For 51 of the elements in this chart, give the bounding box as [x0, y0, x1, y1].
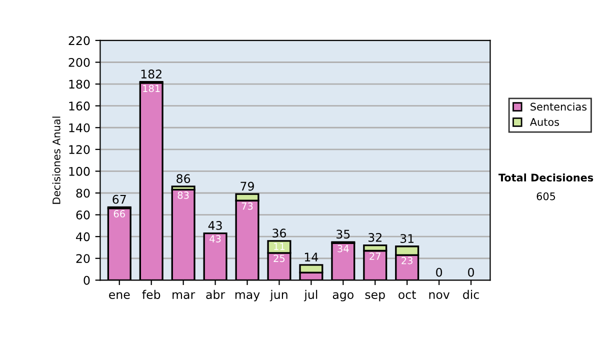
data-label: 34	[338, 244, 349, 252]
data-label: 25	[274, 254, 285, 262]
y-tick-label: 80	[76, 188, 90, 198]
total-label: 36	[272, 228, 286, 238]
y-tick-label: 160	[69, 102, 90, 110]
data-label: 181	[143, 84, 160, 92]
data-label: 43	[210, 235, 221, 242]
x-tick-label: may	[235, 292, 260, 302]
text: 605	[536, 192, 556, 200]
total-label: 182	[141, 70, 162, 78]
x-tick-label: sep	[365, 292, 385, 302]
total-label: 35	[336, 230, 350, 239]
x-tick-label: jun	[270, 290, 288, 302]
x-tick-label: jul	[304, 290, 318, 302]
x-tick-label: abr	[206, 290, 226, 300]
x-tick-label: ago	[332, 292, 354, 302]
x-tick-label: ene	[109, 292, 130, 300]
y-tick-label: 120	[69, 145, 90, 154]
total-label: 67	[112, 194, 126, 204]
y-tick-label: 180	[69, 80, 90, 89]
y-tick-label: 200	[68, 58, 90, 67]
y-tick-label: 100	[69, 166, 90, 176]
y-axis-title: Decisiones Anual	[52, 116, 60, 204]
data-label: 83	[178, 192, 189, 199]
y-tick-label: 60	[76, 210, 90, 220]
data-label: 11	[274, 242, 285, 250]
total-label: 32	[368, 232, 382, 242]
y-tick-label: 220	[68, 36, 90, 46]
total-label: 0	[436, 268, 442, 277]
y-tick-label: 40	[76, 232, 90, 242]
y-tick-label: 20	[76, 254, 90, 264]
total-label: 14	[304, 252, 318, 262]
x-tick-label: nov	[429, 292, 450, 300]
text: Total Decisiones	[498, 173, 594, 182]
legend-label: Sentencias	[530, 102, 587, 111]
legend-label: Autos	[530, 118, 559, 126]
data-label: 66	[114, 210, 125, 218]
total-label: 79	[240, 182, 254, 191]
x-tick-label: dic	[463, 290, 479, 300]
x-tick-label: mar	[172, 292, 196, 300]
x-tick-label: oct	[398, 290, 416, 300]
total-label: 0	[468, 268, 474, 277]
total-label: 31	[400, 234, 414, 244]
x-tick-label: feb	[142, 290, 160, 300]
data-label: 73	[242, 202, 253, 210]
y-tick-label: 140	[69, 123, 90, 132]
data-label: 27	[370, 252, 380, 260]
data-label: 23	[402, 256, 412, 264]
y-tick-label: 0	[84, 276, 90, 285]
total-label: 86	[176, 174, 190, 184]
total-label: 43	[208, 221, 222, 230]
